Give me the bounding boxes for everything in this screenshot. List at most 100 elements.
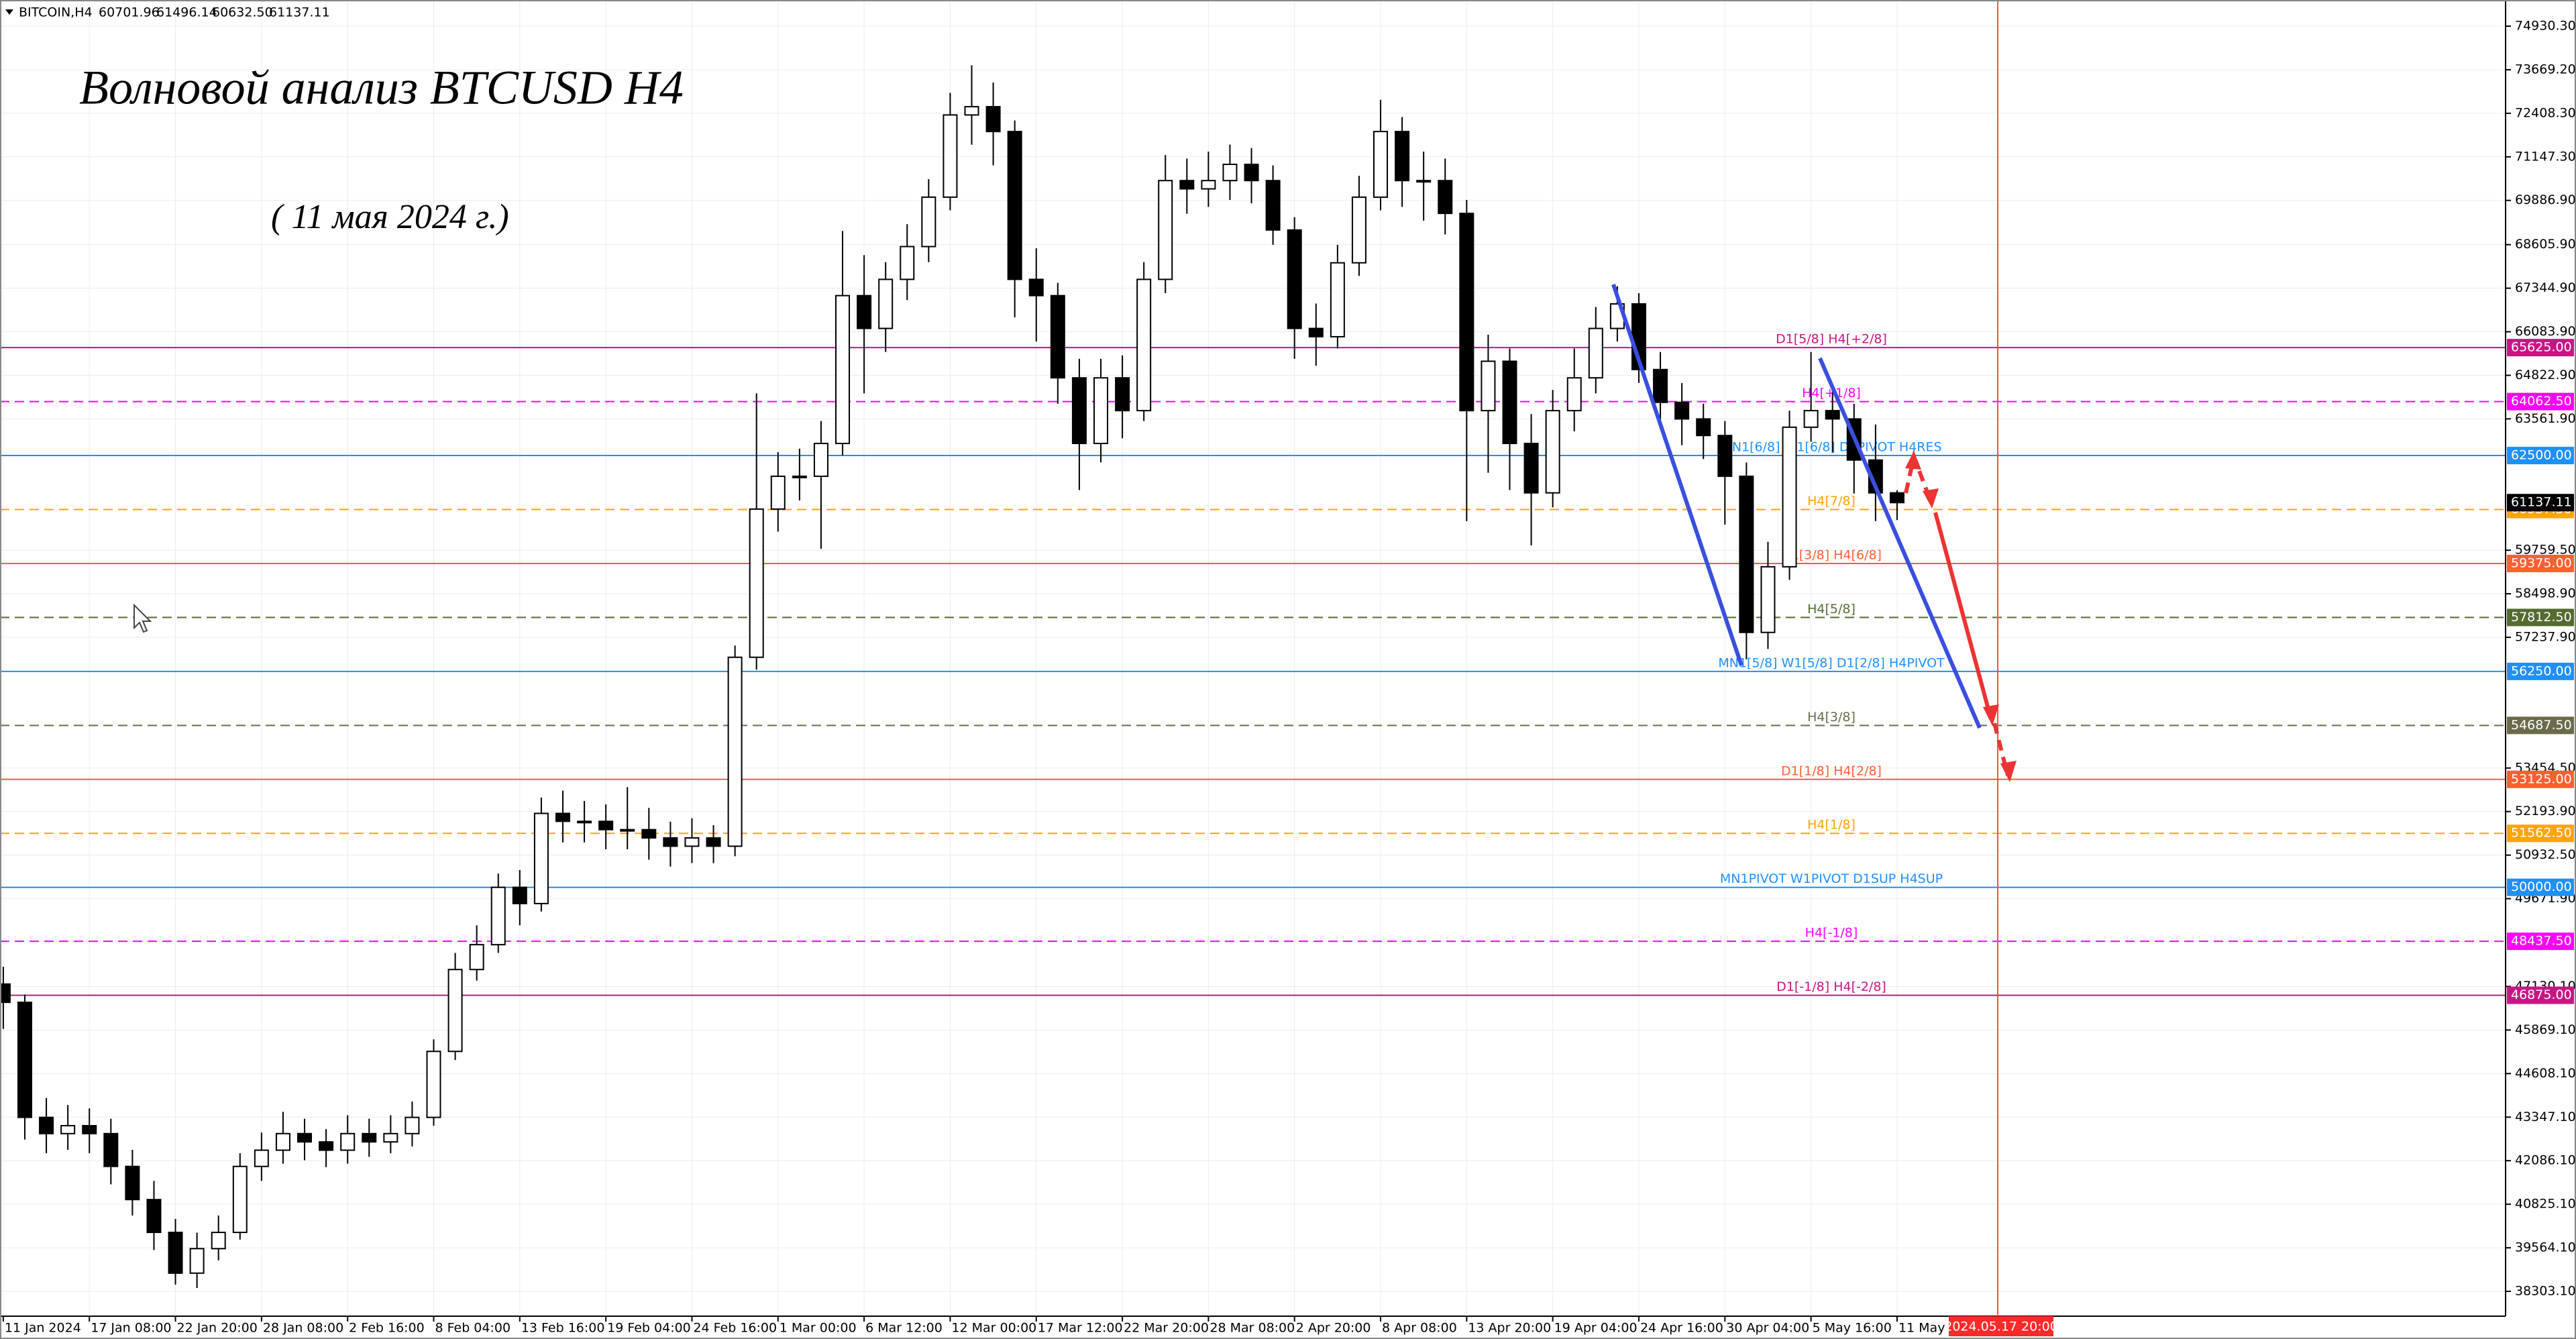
candle-body	[835, 294, 851, 445]
levels: D1[5/8] H4[+2/8] H4[+1/8] MN1[6/8] W1[6/8]…	[0, 332, 2506, 996]
level-price-label: 51562.50	[2511, 826, 2572, 841]
candle-body	[749, 508, 764, 658]
candle-body	[1308, 327, 1324, 337]
y-tick-label: 38303.10	[2515, 1283, 2576, 1298]
trend-line	[1611, 284, 1743, 666]
candle-body	[426, 1051, 441, 1118]
candle-body	[1115, 377, 1130, 412]
y-tick-label: 42086.10	[2515, 1153, 2576, 1168]
x-tick-label: 30 Apr 04:00	[1726, 1321, 1809, 1336]
level-name: H4[1/8]	[1807, 818, 1856, 833]
level-name: D1[3/8] H4[6/8]	[1781, 547, 1882, 562]
last-high: 61496.14	[156, 5, 217, 20]
x-tick-label: 19 Apr 04:00	[1554, 1321, 1638, 1336]
candle-body	[1717, 435, 1733, 477]
x-tick-label: 24 Feb 16:00	[693, 1321, 777, 1336]
level-price-box	[2507, 662, 2574, 680]
symbol: BITCOIN,H4	[19, 5, 93, 20]
candles	[0, 65, 1904, 1288]
candle-body	[1265, 180, 1281, 231]
level-price-label: 53125.00	[2511, 771, 2572, 786]
candle-body	[1007, 131, 1022, 280]
x-tick-label: 13 Feb 16:00	[521, 1321, 605, 1336]
x-tick-label: 19 Feb 04:00	[607, 1321, 691, 1336]
candle-body	[663, 837, 678, 847]
candle-body	[1782, 426, 1797, 568]
candle-body	[878, 278, 894, 329]
candle-body	[1136, 278, 1152, 412]
level-name: MN1[6/8] W1[6/8] D1PIVOT H4RES	[1721, 440, 1941, 455]
y-tick-label: 59759.50	[2515, 543, 2576, 557]
y-tick-label: 40825.10	[2515, 1197, 2576, 1212]
last-close: 61137.11	[269, 5, 330, 20]
candle-body	[620, 828, 635, 832]
level-price-box	[2507, 608, 2574, 627]
candle-body	[383, 1132, 398, 1143]
candle-body	[297, 1132, 313, 1143]
level-price-box	[2507, 339, 2574, 357]
x-tick-label: 17 Jan 08:00	[91, 1321, 171, 1336]
candle-body	[1545, 410, 1560, 494]
level-name: H4[3/8]	[1807, 710, 1856, 725]
candle-body	[1093, 377, 1108, 445]
level-name: H4[-1/8]	[1805, 926, 1858, 941]
y-tick-label: 66083.90	[2515, 324, 2576, 339]
candle-body	[770, 475, 786, 510]
x-tick-label: 17 Mar 12:00	[1038, 1321, 1123, 1336]
candle-body	[447, 969, 463, 1053]
x-tick-label: 12 Mar 00:00	[951, 1321, 1036, 1336]
forecast-path	[1933, 512, 1993, 720]
candle-body	[857, 294, 872, 329]
candle-body	[1351, 196, 1366, 264]
candle-body	[405, 1116, 420, 1134]
trend-line	[1818, 357, 1982, 729]
candle-body	[727, 656, 743, 847]
level-name: H4[5/8]	[1807, 602, 1856, 617]
candle-body	[1459, 213, 1474, 412]
candle-body	[1222, 163, 1238, 182]
axes: 74930.30 73669.20 72408.30 71147.30 69886.90…	[2, 19, 2576, 1336]
candle-body	[1739, 475, 1754, 633]
level-name: MN1PIVOT W1PIVOT D1SUP H4SUP	[1720, 871, 1943, 886]
level-price-box	[2507, 986, 2574, 1004]
mouse-cursor	[133, 603, 152, 633]
candle-body	[189, 1248, 205, 1274]
candle-body	[17, 1002, 32, 1118]
level-price-label: 59375.00	[2511, 555, 2572, 570]
candle-body	[1244, 163, 1259, 182]
candle-body	[211, 1232, 226, 1250]
level-price-box	[2507, 770, 2574, 788]
y-tick-label: 74930.30	[2515, 19, 2576, 34]
level-price-label: 46875.00	[2511, 987, 2572, 1002]
level-price-box	[2507, 447, 2574, 465]
x-tick-label: 2 Apr 20:00	[1296, 1321, 1371, 1336]
candle-body	[1502, 360, 1517, 445]
y-tick-label: 44608.10	[2515, 1066, 2576, 1081]
candle-body	[1050, 294, 1065, 379]
level-name: D1[-1/8] H4[-2/8]	[1776, 979, 1886, 994]
x-tick-label: 1 Mar 00:00	[780, 1321, 857, 1336]
current-price-label: 61137.11	[2511, 495, 2572, 510]
candle-body	[512, 886, 527, 904]
candle-body	[60, 1124, 76, 1134]
y-tick-label: 63561.90	[2515, 411, 2576, 426]
level-price-box	[2507, 392, 2574, 411]
candle-body	[921, 196, 936, 248]
candle-body	[1481, 360, 1496, 412]
arrow-head	[1923, 488, 1939, 508]
candle-body	[146, 1199, 162, 1234]
x-tick-label: 13 Apr 20:00	[1468, 1321, 1551, 1336]
level-name: H4[+1/8]	[1802, 386, 1861, 400]
candle-body	[985, 106, 1001, 133]
y-tick-label: 43347.10	[2515, 1110, 2576, 1124]
arrow-head	[1983, 704, 1999, 726]
candle-body	[82, 1124, 97, 1134]
y-tick-label: 50932.50	[2515, 847, 2576, 862]
level-price-label: 50000.00	[2511, 879, 2572, 894]
candle-body	[555, 812, 570, 822]
header-arrow	[5, 9, 13, 15]
arrow-head	[1905, 451, 1921, 470]
candle-body	[1825, 410, 1840, 420]
